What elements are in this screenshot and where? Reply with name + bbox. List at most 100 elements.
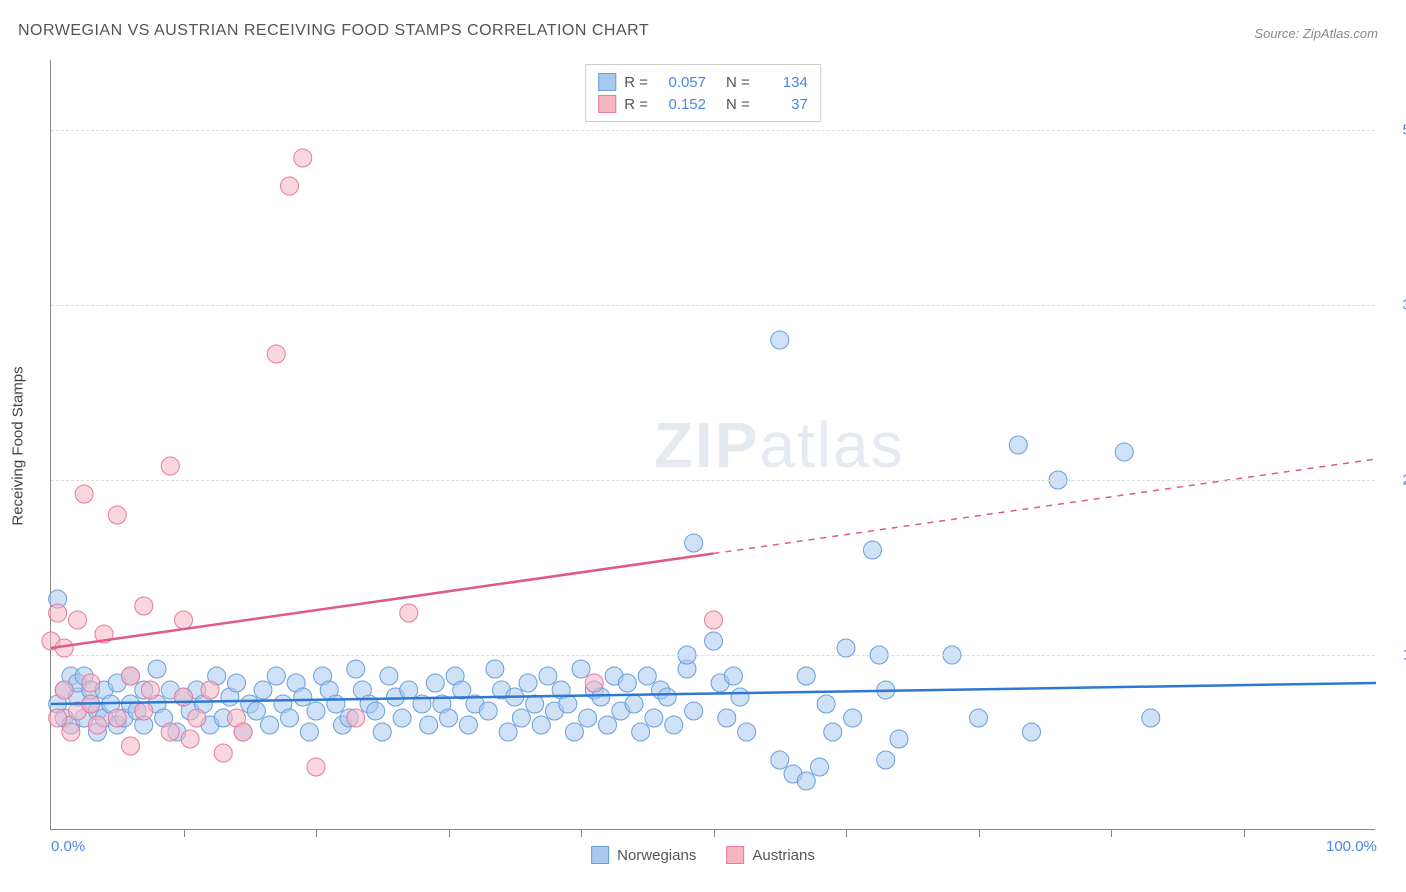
legend-label: Norwegians bbox=[617, 847, 696, 864]
data-point bbox=[499, 723, 517, 741]
data-point bbox=[599, 716, 617, 734]
data-point bbox=[122, 737, 140, 755]
scatter-svg bbox=[51, 60, 1375, 829]
data-point bbox=[824, 723, 842, 741]
x-tick-mark bbox=[1111, 829, 1112, 837]
series-legend: Norwegians Austrians bbox=[591, 846, 815, 864]
x-tick-mark bbox=[846, 829, 847, 837]
data-point bbox=[1009, 436, 1027, 454]
data-point bbox=[228, 674, 246, 692]
data-point bbox=[890, 730, 908, 748]
legend-item: Norwegians bbox=[591, 846, 696, 864]
source-label: Source: bbox=[1254, 26, 1299, 41]
data-point bbox=[135, 702, 153, 720]
data-point bbox=[532, 716, 550, 734]
trend-line-dashed bbox=[714, 459, 1377, 554]
x-tick-mark bbox=[714, 829, 715, 837]
n-label: N = bbox=[726, 74, 750, 91]
data-point bbox=[817, 695, 835, 713]
data-point bbox=[1142, 709, 1160, 727]
data-point bbox=[108, 506, 126, 524]
data-point bbox=[519, 674, 537, 692]
data-point bbox=[267, 667, 285, 685]
data-point bbox=[579, 709, 597, 727]
n-label: N = bbox=[726, 96, 750, 113]
data-point bbox=[1115, 443, 1133, 461]
data-point bbox=[658, 688, 676, 706]
data-point bbox=[877, 751, 895, 769]
data-point bbox=[638, 667, 656, 685]
data-point bbox=[625, 695, 643, 713]
data-point bbox=[294, 149, 312, 167]
data-point bbox=[738, 723, 756, 741]
data-point bbox=[771, 751, 789, 769]
data-point bbox=[718, 709, 736, 727]
y-tick-label: 25.0% bbox=[1385, 472, 1406, 489]
data-point bbox=[214, 744, 232, 762]
n-value: 134 bbox=[758, 74, 808, 91]
data-point bbox=[254, 681, 272, 699]
x-tick-label: 0.0% bbox=[51, 838, 85, 855]
r-value: 0.152 bbox=[656, 96, 706, 113]
n-value: 37 bbox=[758, 96, 808, 113]
gridline bbox=[51, 655, 1375, 656]
data-point bbox=[307, 702, 325, 720]
data-point bbox=[685, 702, 703, 720]
data-point bbox=[135, 597, 153, 615]
data-point bbox=[526, 695, 544, 713]
data-point bbox=[585, 674, 603, 692]
data-point bbox=[347, 709, 365, 727]
correlation-row: R =0.152N =37 bbox=[598, 93, 808, 115]
data-point bbox=[632, 723, 650, 741]
x-tick-mark bbox=[979, 829, 980, 837]
legend-swatch bbox=[591, 846, 609, 864]
y-axis-label: Receiving Food Stamps bbox=[10, 366, 27, 525]
data-point bbox=[148, 660, 166, 678]
data-point bbox=[797, 667, 815, 685]
data-point bbox=[300, 723, 318, 741]
r-label: R = bbox=[624, 74, 648, 91]
data-point bbox=[62, 723, 80, 741]
data-point bbox=[665, 716, 683, 734]
data-point bbox=[181, 730, 199, 748]
data-point bbox=[88, 716, 106, 734]
data-point bbox=[724, 667, 742, 685]
data-point bbox=[141, 681, 159, 699]
data-point bbox=[811, 758, 829, 776]
data-point bbox=[393, 709, 411, 727]
data-point bbox=[970, 709, 988, 727]
legend-label: Austrians bbox=[752, 847, 815, 864]
data-point bbox=[294, 688, 312, 706]
data-point bbox=[267, 345, 285, 363]
legend-swatch bbox=[598, 73, 616, 91]
data-point bbox=[55, 681, 73, 699]
data-point bbox=[281, 709, 299, 727]
data-point bbox=[864, 541, 882, 559]
x-tick-label: 100.0% bbox=[1326, 838, 1377, 855]
data-point bbox=[400, 681, 418, 699]
r-value: 0.057 bbox=[656, 74, 706, 91]
x-tick-mark bbox=[449, 829, 450, 837]
data-point bbox=[440, 709, 458, 727]
data-point bbox=[367, 702, 385, 720]
gridline bbox=[51, 130, 1375, 131]
x-tick-mark bbox=[316, 829, 317, 837]
data-point bbox=[459, 716, 477, 734]
legend-item: Austrians bbox=[726, 846, 815, 864]
data-point bbox=[201, 681, 219, 699]
data-point bbox=[234, 723, 252, 741]
data-point bbox=[82, 674, 100, 692]
data-point bbox=[479, 702, 497, 720]
data-point bbox=[705, 611, 723, 629]
gridline bbox=[51, 305, 1375, 306]
data-point bbox=[705, 632, 723, 650]
data-point bbox=[486, 660, 504, 678]
x-tick-mark bbox=[581, 829, 582, 837]
x-tick-mark bbox=[184, 829, 185, 837]
data-point bbox=[1023, 723, 1041, 741]
data-point bbox=[771, 331, 789, 349]
data-point bbox=[572, 660, 590, 678]
data-point bbox=[512, 709, 530, 727]
gridline bbox=[51, 480, 1375, 481]
y-tick-label: 50.0% bbox=[1385, 122, 1406, 139]
